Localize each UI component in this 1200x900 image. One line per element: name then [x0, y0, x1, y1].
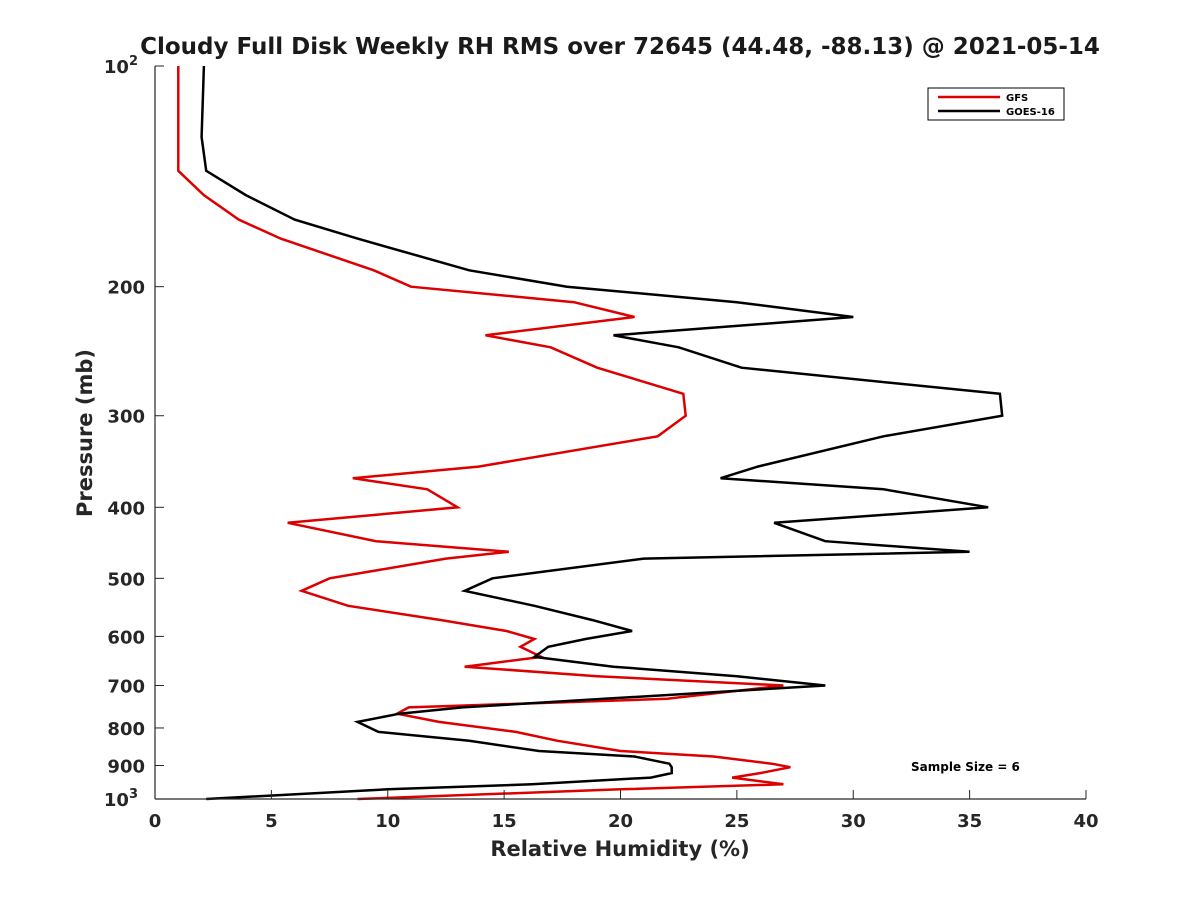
x-tick-label: 20 — [608, 811, 633, 832]
y-ticks: 102 200 300 400 500 600 700 800 900 103 — [104, 54, 164, 811]
y-tick-label: 500 — [107, 569, 145, 590]
series-line-goes16 — [200, 65, 1004, 801]
x-tick-label: 40 — [1073, 811, 1098, 832]
y-tick-label: 200 — [107, 278, 145, 299]
x-ticks: 0 5 10 15 20 25 30 35 40 — [149, 790, 1099, 832]
y-tick-label: 800 — [107, 719, 145, 740]
chart-title: Cloudy Full Disk Weekly RH RMS over 7264… — [140, 34, 1100, 60]
legend: GFS GOES-16 — [927, 87, 1065, 121]
y-tick-label: 900 — [107, 756, 145, 777]
x-tick-label: 35 — [957, 811, 982, 832]
y-tick-label: 103 — [104, 787, 138, 811]
x-axis-label: Relative Humidity (%) — [490, 837, 749, 861]
y-axis-label: Pressure (mb) — [73, 349, 97, 517]
x-tick-label: 0 — [149, 811, 162, 832]
x-tick-label: 5 — [265, 811, 278, 832]
y-tick-label: 300 — [107, 407, 145, 428]
x-tick-label: 30 — [841, 811, 866, 832]
axes — [154, 66, 1086, 800]
legend-label-gfs: GFS — [1006, 93, 1028, 104]
x-tick-label: 25 — [724, 811, 749, 832]
plot-lines — [177, 65, 1004, 801]
legend-label-goes16: GOES-16 — [1006, 107, 1055, 118]
y-tick-label: 600 — [107, 627, 145, 648]
series-line-gfs — [177, 66, 791, 801]
legend-box — [927, 87, 1065, 121]
x-tick-label: 10 — [375, 811, 400, 832]
y-tick-label: 102 — [104, 54, 138, 78]
y-tick-label: 400 — [107, 498, 145, 519]
sample-size-annotation: Sample Size = 6 — [911, 760, 1020, 774]
y-tick-label: 700 — [107, 676, 145, 697]
x-tick-label: 15 — [492, 811, 517, 832]
